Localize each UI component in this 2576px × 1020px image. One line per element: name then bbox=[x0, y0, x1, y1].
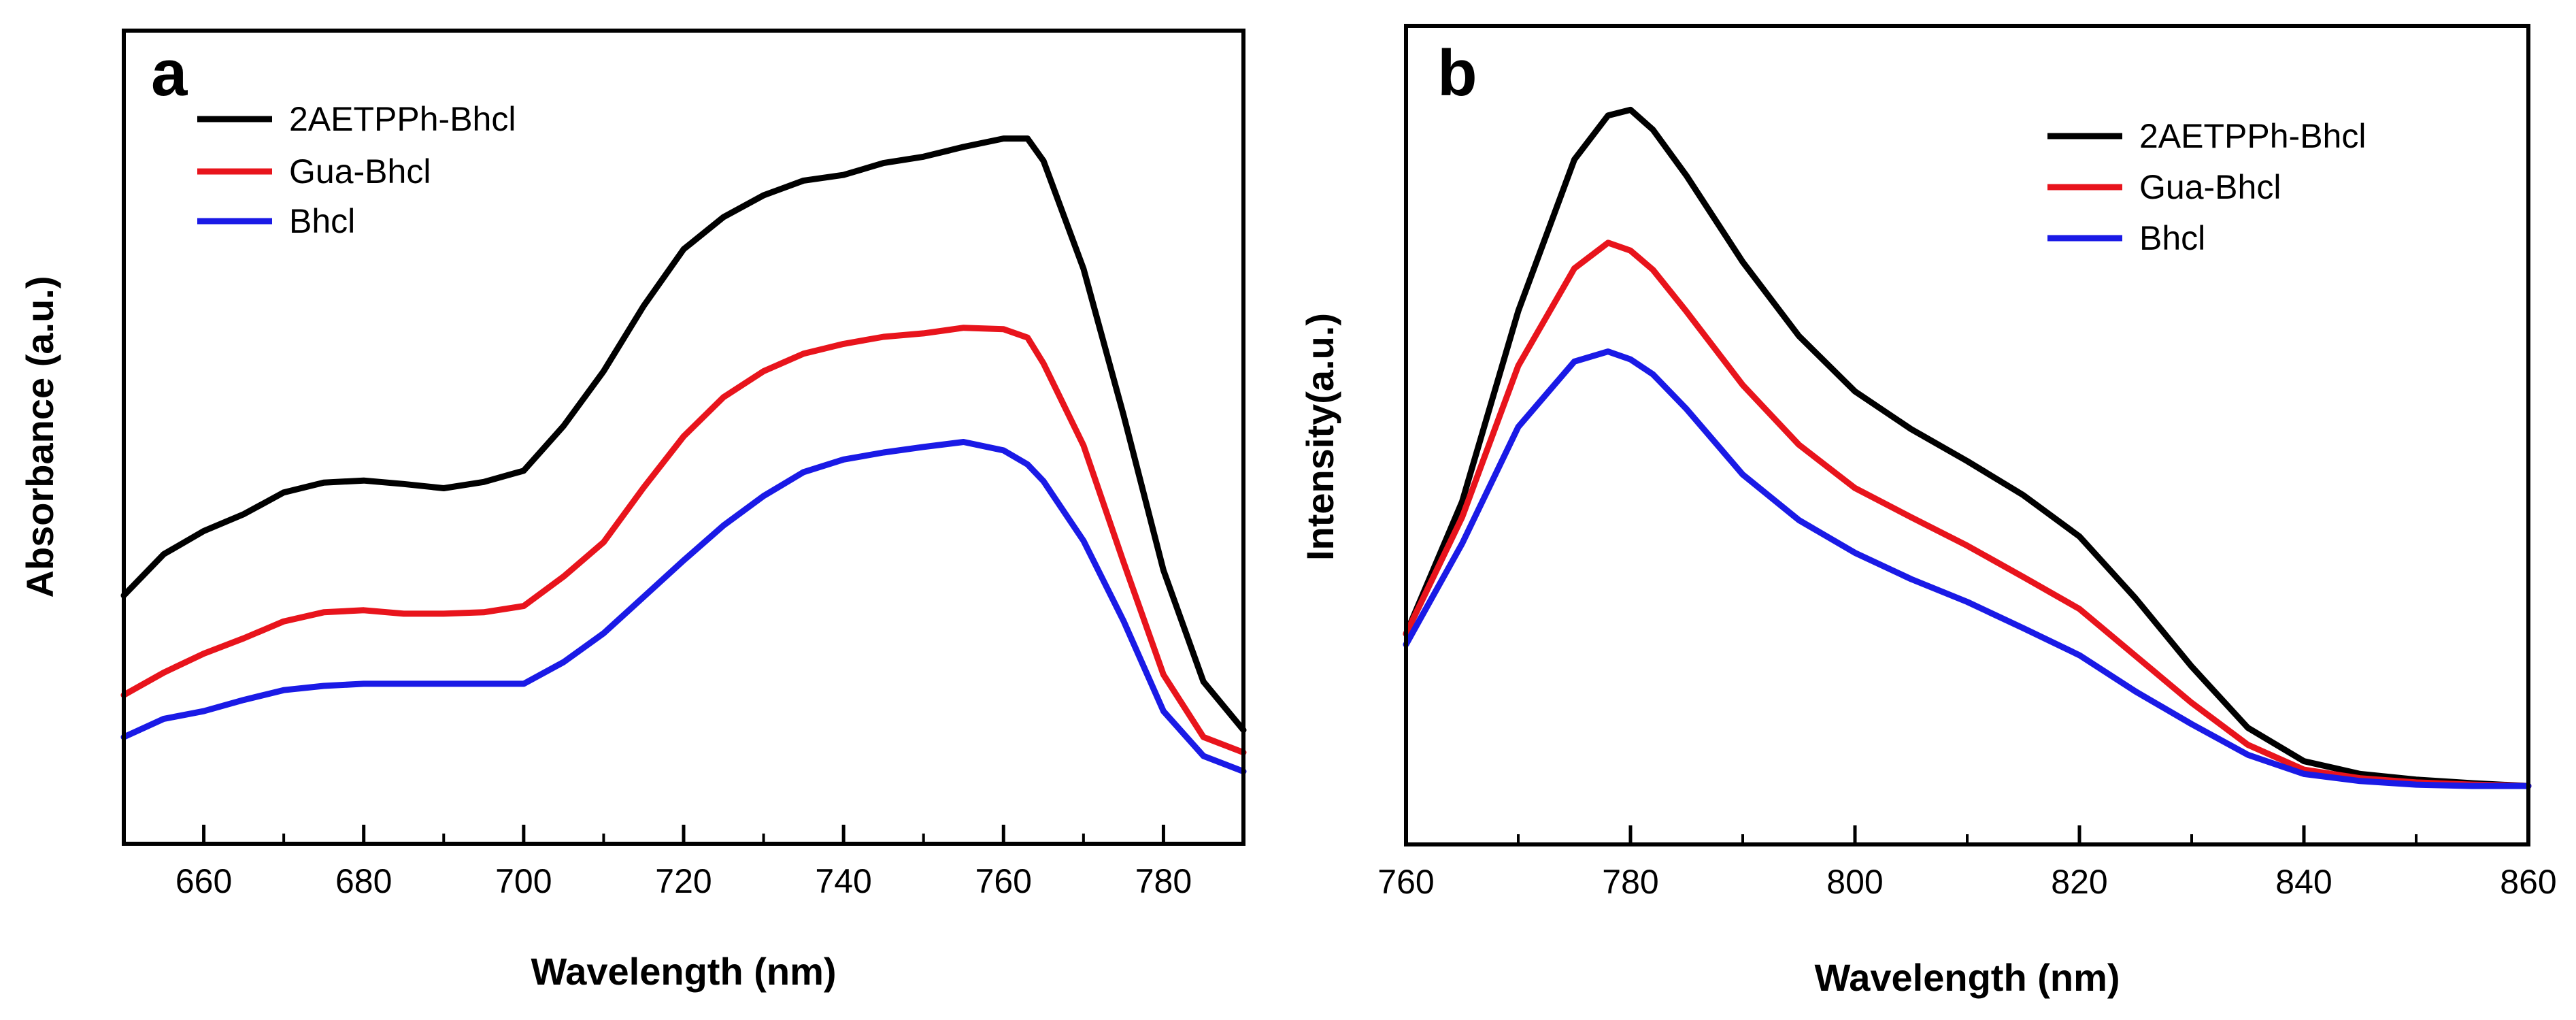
series-line-gua-bhcl bbox=[120, 325, 1247, 756]
panel-b-letter: b bbox=[1437, 37, 1477, 110]
series-line-bhcl bbox=[120, 439, 1247, 775]
panel-b-x-ticks: 760 780 800 820 840 860 bbox=[1377, 825, 2557, 901]
panel-b: 760 780 800 820 840 860 b Wavelength (nm) Int… bbox=[1299, 24, 2557, 999]
x-tick-label: 800 bbox=[1826, 863, 1883, 901]
panel-a-x-ticks: 660 680 700 720 740 760 780 bbox=[175, 825, 1192, 900]
legend-b-label-1: Gua-Bhcl bbox=[2139, 168, 2281, 206]
panel-b-x-axis-title: Wavelength (nm) bbox=[1814, 956, 2120, 999]
series-line-2aetpph-bhcl bbox=[120, 135, 1247, 734]
series-line-2aetpph-bhcl bbox=[1403, 106, 2532, 789]
panel-a-x-axis-title: Wavelength (nm) bbox=[531, 950, 836, 993]
panel-b-series-group bbox=[1403, 106, 2532, 789]
panel-a-letter: a bbox=[151, 37, 188, 110]
x-tick-label: 660 bbox=[175, 862, 232, 900]
x-tick-label: 820 bbox=[2051, 863, 2107, 901]
panel-b-y-axis-title: Intensity(a.u.) bbox=[1299, 313, 1341, 561]
panel-a-y-axis-title: Absorbance (a.u.) bbox=[18, 276, 61, 598]
panel-a-series-group bbox=[120, 135, 1247, 775]
panel-a-legend: 2AETPPh-Bhcl Gua-Bhcl Bhcl bbox=[197, 100, 516, 240]
legend-b-label-0: 2AETPPh-Bhcl bbox=[2139, 117, 2366, 155]
x-tick-label: 760 bbox=[975, 862, 1032, 900]
panel-b-legend: 2AETPPh-Bhcl Gua-Bhcl Bhcl bbox=[2047, 117, 2366, 257]
x-tick-label: 740 bbox=[815, 862, 871, 900]
panel-a: 660 680 700 720 740 760 780 a Wavelength (nm) … bbox=[18, 29, 1247, 993]
x-tick-label: 720 bbox=[655, 862, 712, 900]
x-tick-label: 780 bbox=[1602, 863, 1658, 901]
x-tick-label: 780 bbox=[1135, 862, 1192, 900]
legend-b-label-2: Bhcl bbox=[2139, 219, 2205, 257]
series-line-gua-bhcl bbox=[1403, 240, 2532, 789]
legend-a-label-2: Bhcl bbox=[289, 202, 355, 240]
x-tick-label: 760 bbox=[1377, 863, 1434, 901]
series-line-bhcl bbox=[1403, 348, 2532, 789]
legend-a-label-1: Gua-Bhcl bbox=[289, 152, 431, 191]
x-tick-label: 860 bbox=[2500, 863, 2556, 901]
legend-a-label-0: 2AETPPh-Bhcl bbox=[289, 100, 516, 138]
x-tick-label: 700 bbox=[495, 862, 552, 900]
x-tick-label: 680 bbox=[335, 862, 392, 900]
x-tick-label: 840 bbox=[2275, 863, 2332, 901]
